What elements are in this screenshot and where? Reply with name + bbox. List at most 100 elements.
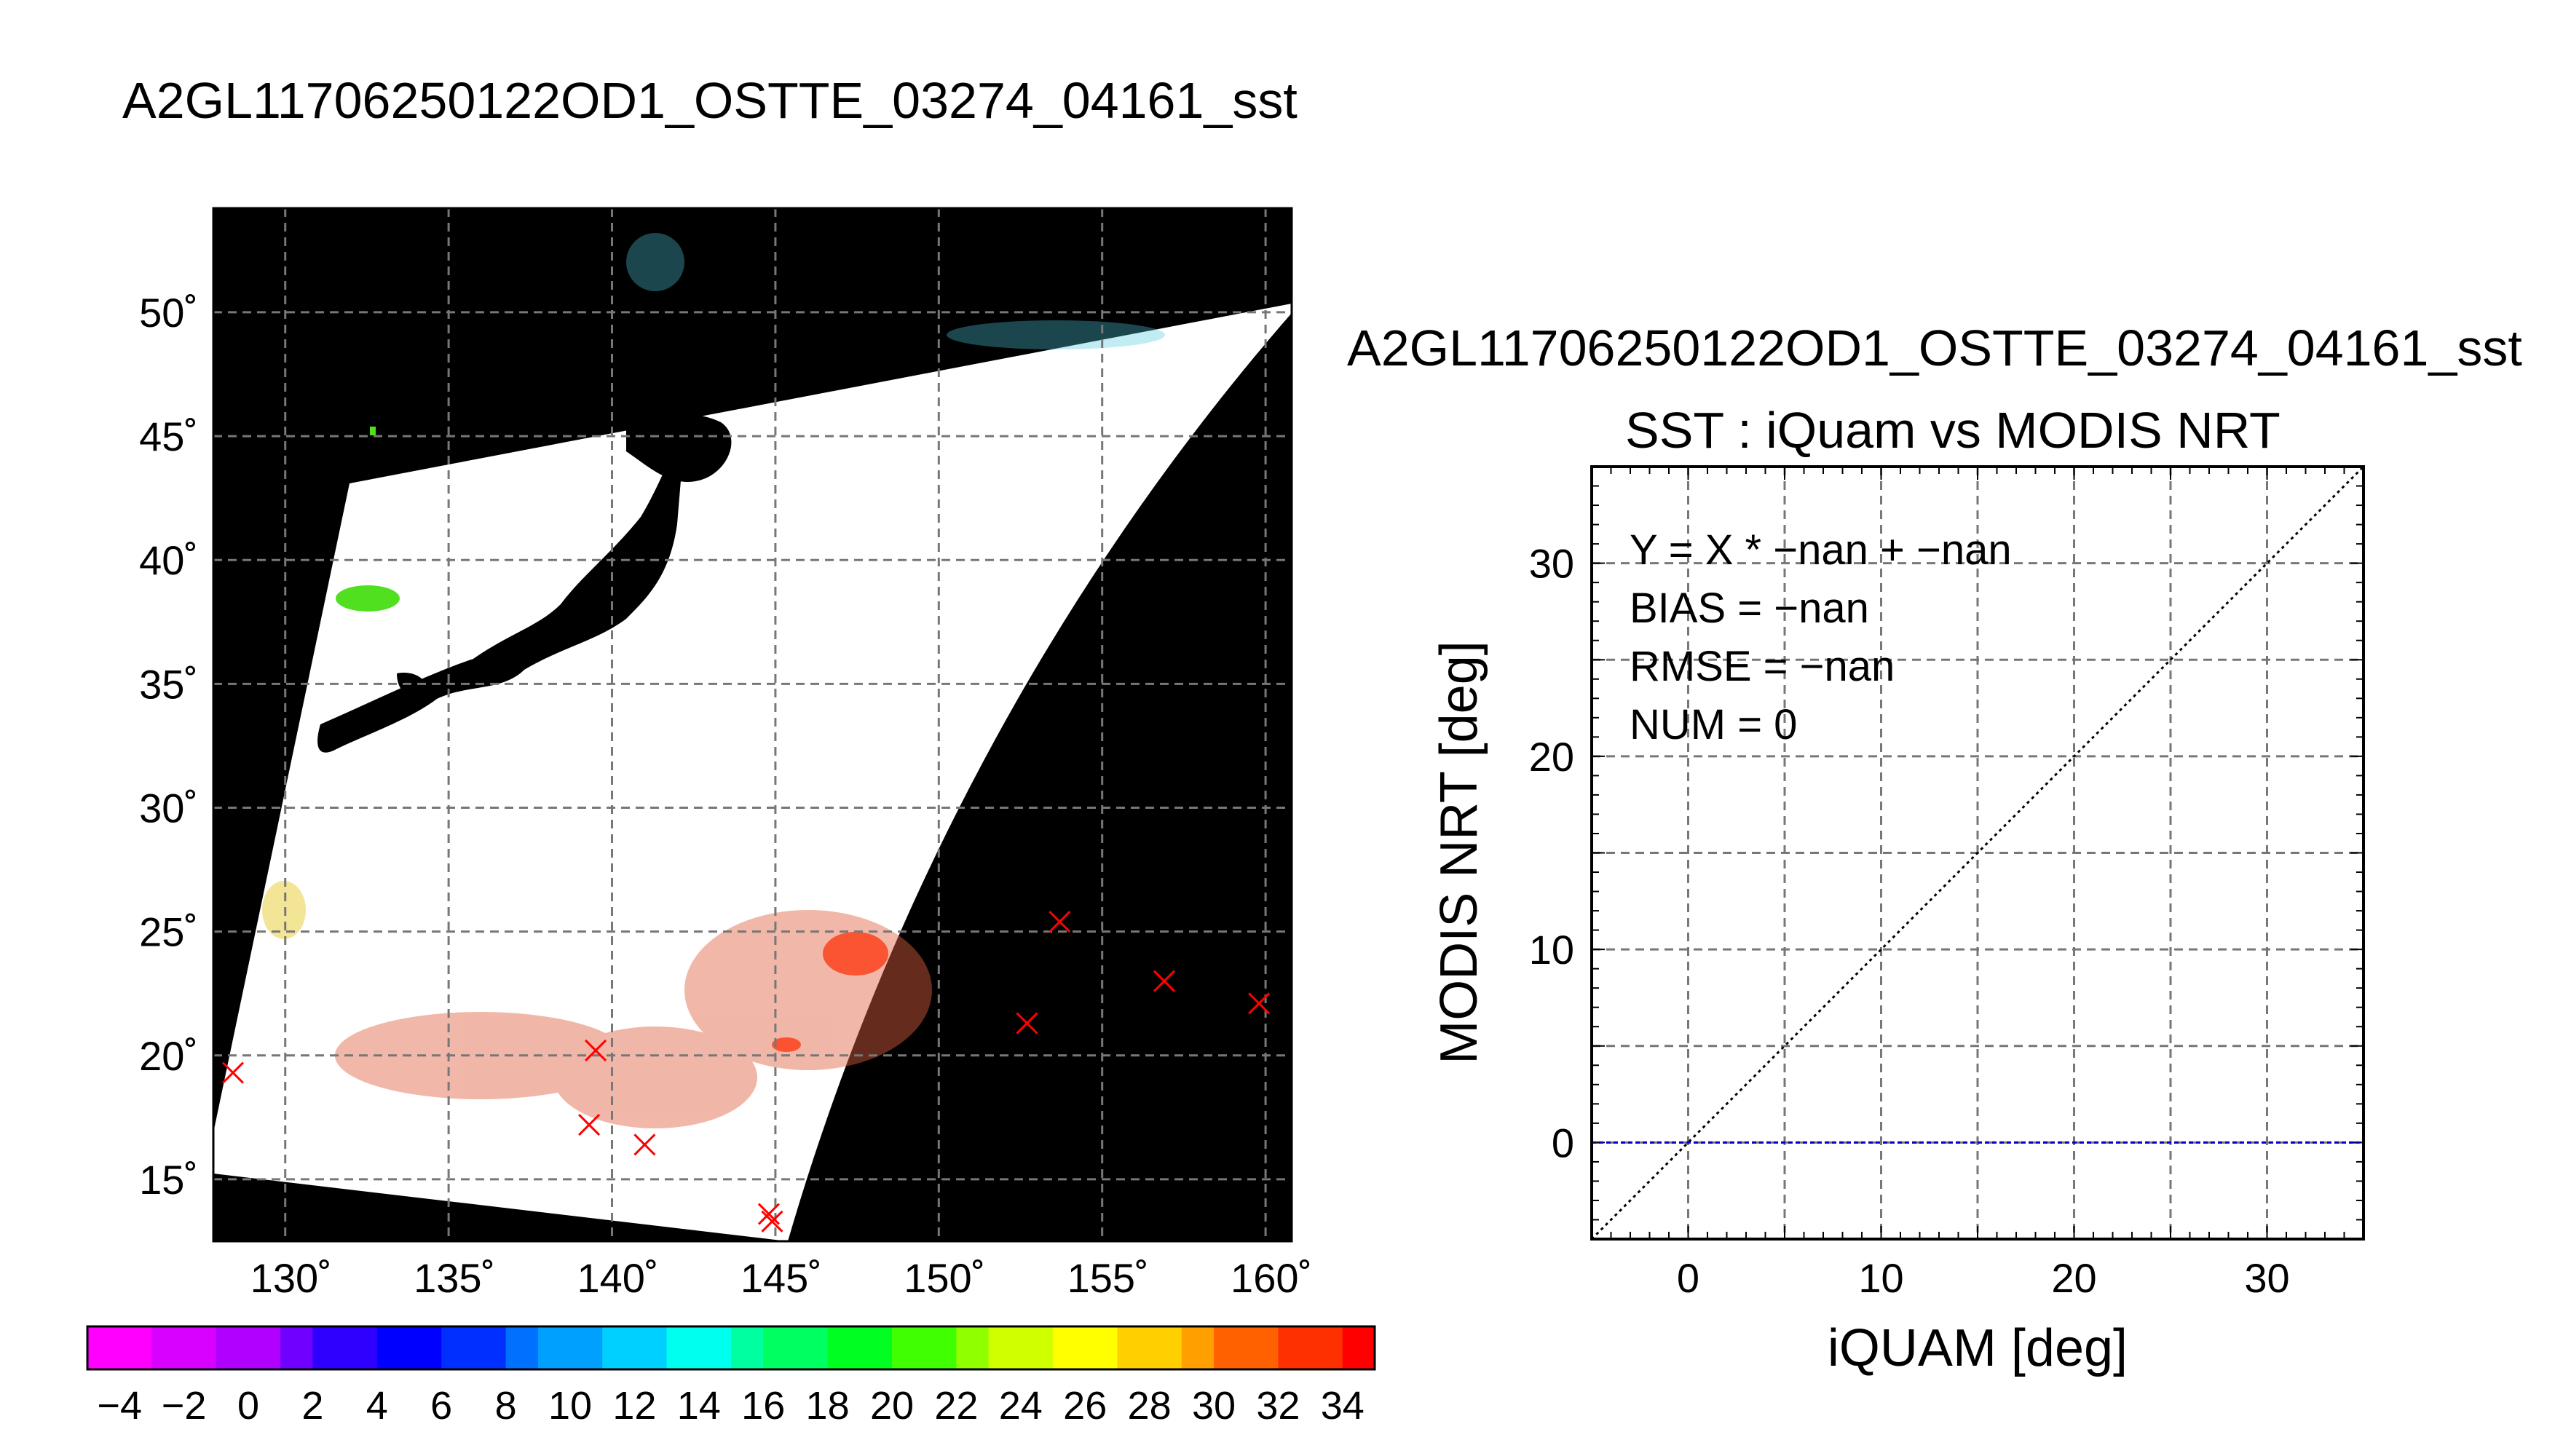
- map-x-tick-label: 160˚: [1231, 1255, 1312, 1301]
- colorbar-tick-label: 18: [806, 1384, 850, 1428]
- colorbar-tick-label: 12: [612, 1384, 656, 1428]
- colorbar-tick-label: 32: [1256, 1384, 1300, 1428]
- sst-mid-retrievals: [262, 881, 306, 939]
- colorbar-tick-label: 26: [1063, 1384, 1107, 1428]
- map-y-tick-label: 25˚: [139, 909, 198, 955]
- scatter-y-axis: 0 10 20 30: [1529, 541, 1574, 1166]
- main-title: A2GL11706250122OD1_OSTTE_03274_04161_sst: [122, 72, 1298, 129]
- map-x-tick-label: 135˚: [414, 1255, 495, 1301]
- colorbar-cell: [763, 1326, 796, 1369]
- colorbar-cell: [956, 1326, 990, 1369]
- colorbar-cell: [280, 1326, 313, 1369]
- colorbar-cell: [151, 1326, 185, 1369]
- colorbar-cell: [473, 1326, 507, 1369]
- colorbar-cell: [537, 1326, 571, 1369]
- scatter-x-tick-label: 0: [1677, 1255, 1699, 1301]
- map-x-axis: 130˚ 135˚ 140˚ 145˚ 150˚ 155˚ 160˚: [250, 1255, 1312, 1301]
- colorbar-cell: [119, 1326, 152, 1369]
- sst-colorbar: −4 −2 0 2 4 6 8 10 12 14 16 18 20 22 24 26 28 30 32 34: [86, 1325, 1376, 1428]
- sst-cold-retrievals: [626, 233, 1165, 349]
- colorbar-tick-label: −2: [162, 1384, 207, 1428]
- map-marker: [1248, 992, 1271, 1015]
- colorbar-cell: [312, 1326, 346, 1369]
- colorbar-cell: [892, 1326, 925, 1369]
- colorbar-cell: [666, 1326, 700, 1369]
- scatter-y-tick-label: 10: [1529, 927, 1574, 973]
- map-marker: [1153, 970, 1176, 992]
- map-x-tick-label: 145˚: [741, 1255, 822, 1301]
- colorbar-frame: [86, 1325, 1376, 1371]
- colorbar-cell: [924, 1326, 957, 1369]
- scatter-title-filename: A2GL11706250122OD1_OSTTE_03274_04161_sst: [1347, 320, 2522, 376]
- map-marker: [578, 1114, 601, 1136]
- colorbar-cell: [441, 1326, 474, 1369]
- colorbar-cell: [1085, 1326, 1118, 1369]
- scatter-stat-line: RMSE = −nan: [1630, 643, 1895, 690]
- colorbar-cell: [698, 1326, 732, 1369]
- scatter-stat-line: BIAS = −nan: [1630, 585, 1869, 632]
- colorbar-cell: [1181, 1326, 1215, 1369]
- colorbar-cell: [1214, 1326, 1247, 1369]
- map-y-tick-label: 35˚: [139, 661, 198, 707]
- map-x-tick-label: 130˚: [250, 1255, 332, 1301]
- colorbar-cell: [1149, 1326, 1182, 1369]
- map-x-tick-label: 155˚: [1067, 1255, 1149, 1301]
- colorbar-cell: [1020, 1326, 1054, 1369]
- colorbar-tick-label: 4: [366, 1384, 388, 1428]
- map-marker: [585, 1039, 607, 1062]
- colorbar-tick-label: 22: [934, 1384, 978, 1428]
- colorbar-tick-label: −4: [97, 1384, 142, 1428]
- colorbar-cell: [827, 1326, 861, 1369]
- scatter-x-tick-label: 20: [2051, 1255, 2096, 1301]
- colorbar-tick-label: 6: [430, 1384, 452, 1428]
- scatter-stat-line: Y = X * −nan + −nan: [1630, 526, 2012, 574]
- colorbar-tick-label: 2: [301, 1384, 323, 1428]
- map-y-tick-label: 45˚: [139, 414, 198, 459]
- colorbar-cell: [505, 1326, 539, 1369]
- scatter-stat-line: NUM = 0: [1630, 701, 1797, 748]
- scatter-x-tick-label: 10: [1858, 1255, 1903, 1301]
- map-marker: [757, 1203, 781, 1225]
- map-marker: [633, 1133, 656, 1156]
- map-y-tick-label: 50˚: [139, 290, 198, 336]
- sst-swath-map: 130˚ 135˚ 140˚ 145˚ 150˚ 155˚ 160˚ 50˚ 45˚ 40˚ 35…: [139, 207, 1312, 1301]
- scatter-y-tick-label: 30: [1529, 541, 1574, 587]
- map-marker: [221, 1061, 244, 1084]
- map-x-tick-label: 150˚: [904, 1255, 985, 1301]
- map-x-tick-label: 140˚: [577, 1255, 658, 1301]
- colorbar-tick-label: 0: [237, 1384, 259, 1428]
- map-marker: [761, 1210, 783, 1233]
- scatter-x-label: iQUAM [deg]: [1828, 1319, 2128, 1377]
- map-gridlines: [213, 208, 1292, 1241]
- colorbar-cell: [1310, 1326, 1343, 1369]
- scatter-y-tick-label: 20: [1529, 734, 1574, 780]
- scatter-y-tick-label: 0: [1552, 1120, 1574, 1166]
- colorbar-tick-label: 20: [870, 1384, 914, 1428]
- map-frame: [212, 207, 1293, 1243]
- colorbar-cell: [570, 1326, 603, 1369]
- colorbar-cell: [1278, 1326, 1311, 1369]
- map-y-tick-label: 20˚: [139, 1033, 198, 1079]
- identity-line: [1590, 465, 2365, 1241]
- scatter-frame: [1590, 465, 2365, 1241]
- map-y-tick-label: 15˚: [139, 1157, 198, 1203]
- colorbar-cell: [634, 1326, 668, 1369]
- colorbar-tick-label: 24: [999, 1384, 1043, 1428]
- map-marker: [1049, 910, 1071, 933]
- colorbar-cell: [1246, 1326, 1279, 1369]
- map-y-axis: 50˚ 45˚ 40˚ 35˚ 30˚ 25˚ 20˚ 15˚: [139, 290, 198, 1203]
- colorbar-cell: [988, 1326, 1022, 1369]
- scatter-title: SST : iQuam vs MODIS NRT: [1625, 402, 2280, 459]
- colorbar-tick-label: 8: [495, 1384, 517, 1428]
- colorbar-cell: [1053, 1326, 1086, 1369]
- colorbar-tick-label: 16: [741, 1384, 785, 1428]
- colorbar-tick-label: 10: [548, 1384, 592, 1428]
- scatter-y-label: MODIS NRT [deg]: [1430, 641, 1488, 1064]
- colorbar-tick-label: 28: [1128, 1384, 1172, 1428]
- colorbar-cell: [409, 1326, 442, 1369]
- colorbar-cell: [731, 1326, 764, 1369]
- colorbar-cell: [795, 1326, 829, 1369]
- map-marker: [1016, 1012, 1038, 1034]
- colorbar-cell: [248, 1326, 281, 1369]
- sst-cool-retrievals: [336, 427, 400, 612]
